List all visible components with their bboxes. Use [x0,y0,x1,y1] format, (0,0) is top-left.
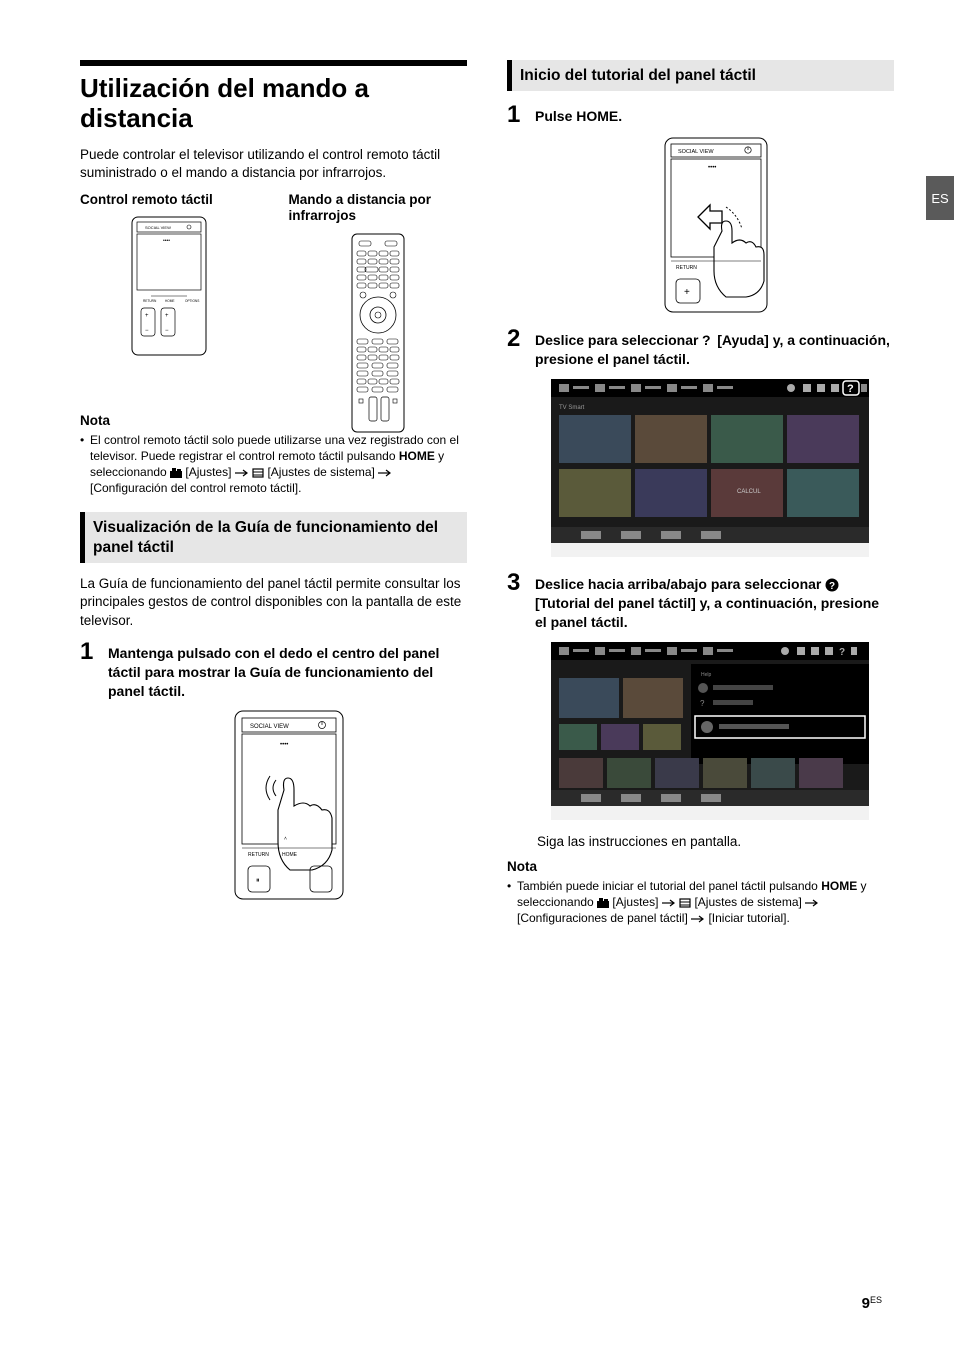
language-tab: ES [926,176,954,220]
press-home-illustration: SOCIAL VIEW •••• RETURN + [537,137,894,313]
svg-text:−: − [145,328,149,334]
system-settings-icon [679,898,691,908]
note-heading-right: Nota [507,859,894,874]
svg-text:SOCIAL VIEW: SOCIAL VIEW [678,149,714,155]
svg-text:?: ? [702,333,711,347]
step-text: Pulse HOME. [535,103,894,127]
note-item: El control remoto táctil solo puede util… [80,432,467,497]
note-heading-left: Nota [80,413,467,428]
tv-help-illustration: ? TV Smart CALCUL [525,379,894,557]
remotes-row: Control remoto táctil SOCIAL VIEW •••• R… [80,192,467,392]
followup-text: Siga las instrucciones en pantalla. [537,834,894,849]
touch-remote-label: Control remoto táctil [80,192,259,208]
press-hold-illustration: SOCIAL VIEW •••• ˄ RETURN HOME ⏸ [110,710,467,900]
section-heading-tutorial: Inicio del tutorial del panel táctil [507,60,894,91]
settings-icon [170,468,182,478]
svg-text:HOME: HOME [165,299,175,303]
page-number: 9ES [862,1295,882,1312]
step-number: 3 [507,571,523,632]
main-heading: Utilización del mando a distancia [80,74,467,134]
svg-text:OPTIONS: OPTIONS [185,299,199,303]
arrow-icon [378,469,392,477]
step-number: 1 [507,103,523,127]
arrow-icon [691,915,705,923]
page-content: Utilización del mando a distancia Puede … [0,0,954,956]
touch-remote-col: Control remoto táctil SOCIAL VIEW •••• R… [80,192,259,392]
svg-text:?: ? [839,647,845,658]
step-text: Mantenga pulsado con el dedo el centro d… [108,640,467,701]
svg-text:SOCIAL VIEW: SOCIAL VIEW [250,724,289,730]
touch-remote-illustration: SOCIAL VIEW •••• RETURN HOME OPTIONS + −… [80,216,259,376]
ir-remote-illustration [289,233,468,393]
svg-text:••••: •••• [708,165,716,171]
tutorial-icon: ? [825,578,839,592]
arrow-icon [805,899,819,907]
step-text: Deslice para seleccionar ? [Ayuda] y, a … [535,327,894,369]
guide-paragraph: La Guía de funcionamiento del panel táct… [80,575,467,630]
svg-text:−: − [165,328,169,334]
step-2-right: 2 Deslice para seleccionar ? [Ayuda] y, … [507,327,894,369]
arrow-icon [235,469,249,477]
svg-text:••••: •••• [163,238,170,244]
note-list-right: También puede iniciar el tutorial del pa… [507,878,894,927]
svg-text:RETURN: RETURN [143,299,157,303]
svg-text:RETURN: RETURN [676,265,697,271]
intro-paragraph: Puede controlar el televisor utilizando … [80,146,467,182]
svg-text:RETURN: RETURN [248,852,269,858]
tv-tutorial-illustration: ? Help ? [525,642,894,820]
note-list-left: El control remoto táctil solo puede util… [80,432,467,497]
svg-text:˄: ˄ [284,836,287,842]
svg-text:••••: •••• [280,742,288,748]
svg-text:TV Smart: TV Smart [559,405,585,411]
section-heading-guide: Visualización de la Guía de funcionamien… [80,512,467,563]
step-number: 2 [507,327,523,369]
svg-text:?: ? [829,581,835,592]
left-column: Utilización del mando a distancia Puede … [80,60,467,926]
step-1-left: 1 Mantenga pulsado con el dedo el centro… [80,640,467,701]
step-1-right: 1 Pulse HOME. [507,103,894,127]
arrow-icon [662,899,676,907]
svg-text:⏸: ⏸ [256,877,260,884]
note-item: También puede iniciar el tutorial del pa… [507,878,894,927]
settings-icon [597,898,609,908]
svg-text:+: + [145,313,149,319]
step-text: Deslice hacia arriba/abajo para seleccio… [535,571,894,632]
svg-text:?: ? [847,383,854,395]
right-column: Inicio del tutorial del panel táctil 1 P… [507,60,894,926]
svg-text:Help: Help [701,672,712,678]
svg-text:CALCUL: CALCUL [737,489,761,495]
help-icon: ? [702,333,713,347]
svg-text:+: + [684,287,690,298]
system-settings-icon [252,468,264,478]
svg-text:+: + [165,313,169,319]
heading-rule [80,60,467,66]
step-number: 1 [80,640,96,701]
ir-remote-label: Mando a distancia por infrarrojos [289,192,468,224]
ir-remote-col: Mando a distancia por infrarrojos [289,192,468,392]
svg-text:?: ? [700,699,705,708]
svg-text:SOCIAL VIEW: SOCIAL VIEW [145,225,171,230]
svg-text:HOME: HOME [282,852,298,858]
step-3-right: 3 Deslice hacia arriba/abajo para selecc… [507,571,894,632]
